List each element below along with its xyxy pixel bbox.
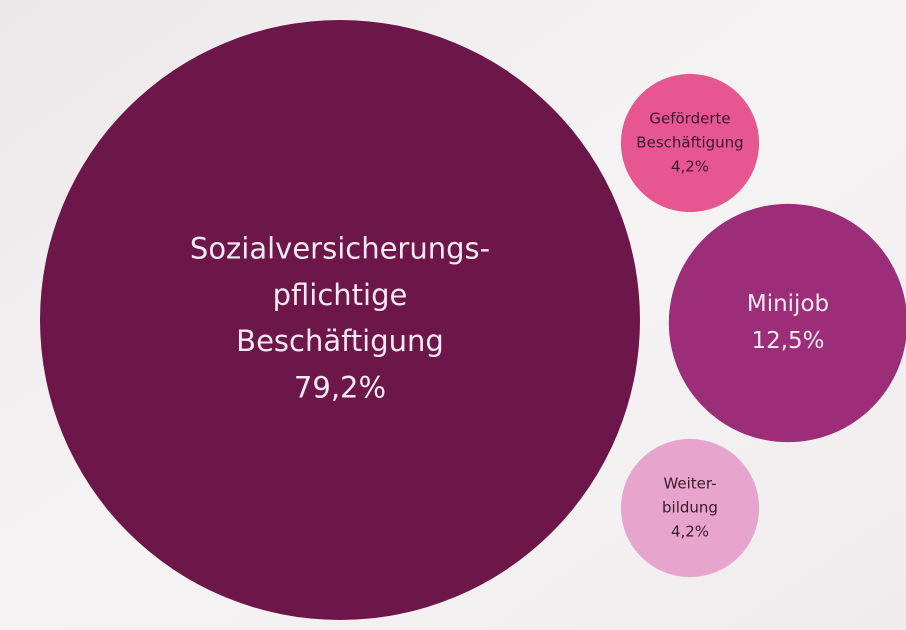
bubble-label: bildung xyxy=(662,499,718,517)
bubble-label: Geförderte xyxy=(649,110,730,128)
value-label: 79,2% xyxy=(294,371,386,405)
value-label: 12,5% xyxy=(751,328,824,354)
bubble-label: pflichtige xyxy=(273,278,408,312)
bubble xyxy=(40,20,640,620)
bubble-label: Minijob xyxy=(747,291,829,317)
bubble-label: Beschäftigung xyxy=(236,324,444,358)
bubble-label: Sozialversicherungs- xyxy=(190,231,490,265)
bubble xyxy=(668,203,906,443)
value-label: 4,2% xyxy=(671,158,709,176)
bubble xyxy=(620,73,760,213)
bubble-label: Beschäftigung xyxy=(636,134,743,152)
value-label: 4,2% xyxy=(671,523,709,541)
bubble xyxy=(620,438,760,578)
bubble-label: Weiter- xyxy=(663,475,716,493)
